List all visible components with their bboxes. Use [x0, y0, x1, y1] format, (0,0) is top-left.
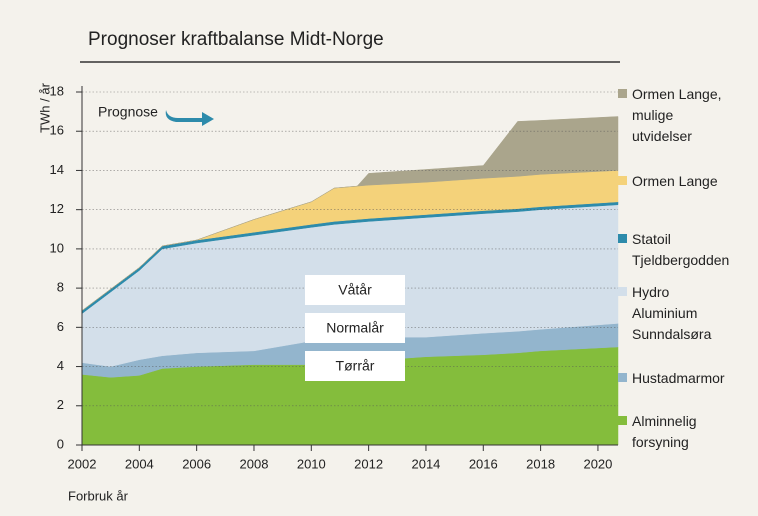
- x-tick-label: 2014: [411, 456, 440, 471]
- annotation: Tørrår: [336, 358, 375, 374]
- y-tick-label: 0: [57, 436, 64, 451]
- x-tick-label: 2002: [68, 456, 97, 471]
- legend-label: Hustadmarmor: [632, 370, 725, 386]
- legend-swatch: [618, 176, 627, 185]
- y-tick-label: 2: [57, 397, 64, 412]
- legend-swatch: [618, 287, 627, 296]
- legend-item: Ormen Lange: [618, 171, 732, 192]
- legend-item: Ormen Lange, mulige utvidelser: [618, 84, 732, 147]
- y-tick-label: 12: [50, 201, 64, 216]
- x-tick-label: 2012: [354, 456, 383, 471]
- legend-label: Ormen Lange, mulige utvidelser: [632, 86, 722, 144]
- areas: [81, 116, 619, 446]
- legend-label: Alminnelig forsyning: [632, 413, 697, 450]
- legend-item: Statoil Tjeldbergodden: [618, 229, 732, 271]
- legend-swatch: [618, 234, 627, 243]
- legend-item: Hustadmarmor: [618, 368, 732, 389]
- area: [81, 116, 619, 311]
- y-tick-label: 8: [57, 280, 64, 295]
- chart-title: Prognoser kraftbalanse Midt-Norge: [88, 29, 384, 50]
- axes: 0 2 4 6 8 10 12 14 16 18 2002 2004 2006 2008 2010 2012 2…: [50, 83, 618, 471]
- y-tick-label: 6: [57, 319, 64, 334]
- y-axis-label: TWh / år: [37, 82, 52, 133]
- legend-swatch: [618, 416, 627, 425]
- y-tick-label: 18: [50, 83, 64, 98]
- label-box: [305, 351, 405, 381]
- annotation: Normalår: [326, 320, 384, 336]
- x-axis-label: Forbruk år: [68, 488, 129, 503]
- label-box: [305, 275, 405, 305]
- y-tick-label: 16: [50, 123, 64, 138]
- legend-label: Ormen Lange: [632, 173, 718, 189]
- y-tick-label: 10: [50, 240, 64, 255]
- x-tick-label: 2020: [583, 456, 612, 471]
- annotation: Prognose: [98, 104, 158, 120]
- legend-item: Alminnelig forsyning: [618, 411, 732, 453]
- legend-swatch: [618, 89, 627, 98]
- x-tick-label: 2004: [125, 456, 154, 471]
- x-tick-label: 2006: [182, 456, 211, 471]
- prognose-arrow: [165, 110, 214, 126]
- y-tick-label: 14: [50, 162, 64, 177]
- x-tick-label: 2016: [469, 456, 498, 471]
- label-box: [305, 313, 405, 343]
- y-tick-label: 4: [57, 358, 64, 373]
- annotation: Våtår: [338, 282, 372, 298]
- x-tick-label: 2010: [297, 456, 326, 471]
- legend-swatch: [618, 373, 627, 382]
- x-tick-label: 2018: [526, 456, 555, 471]
- legend-label: Hydro Aluminium Sunndalsøra: [632, 284, 712, 342]
- legend-label: Statoil Tjeldbergodden: [632, 231, 730, 268]
- legend-item: Hydro Aluminium Sunndalsøra: [618, 282, 732, 345]
- x-tick-label: 2008: [240, 456, 269, 471]
